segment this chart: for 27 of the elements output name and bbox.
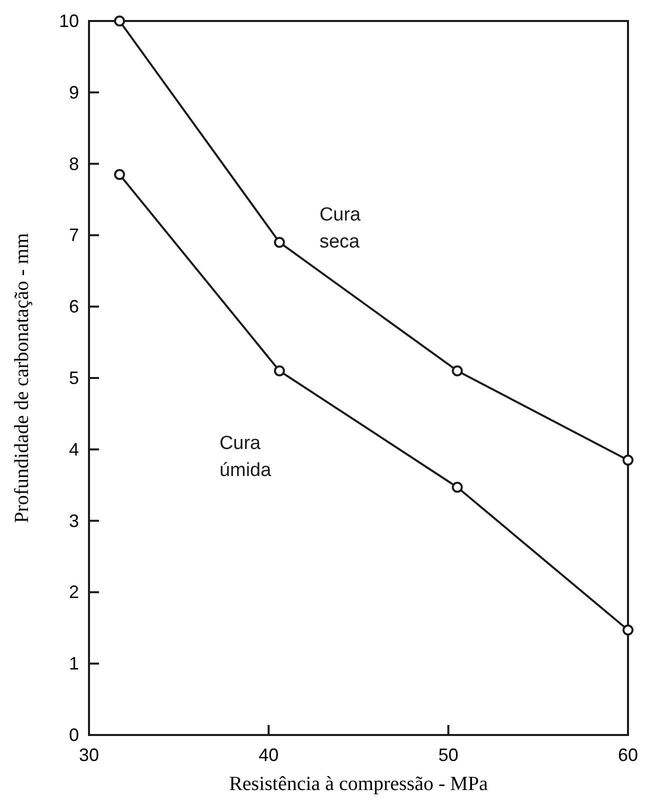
- x-axis-title: Resistência à compressão - MPa: [229, 773, 488, 795]
- y-tick-label: 5: [68, 368, 79, 388]
- series-label: Cura seca: [319, 204, 362, 252]
- point: [274, 236, 285, 248]
- y-tick-label: 1: [68, 654, 79, 674]
- point: [452, 482, 463, 493]
- x-tick-label: 60: [618, 745, 638, 765]
- y-tick-label: 10: [58, 11, 79, 31]
- x-tick-label: 50: [438, 745, 458, 765]
- y-tick-label: 7: [68, 225, 79, 246]
- point: [452, 365, 463, 376]
- point: [114, 16, 126, 26]
- x-tick-label: 40: [258, 745, 279, 765]
- y-tick-label: 0: [68, 725, 79, 745]
- point: [622, 624, 634, 636]
- y-tick-label: 2: [68, 582, 79, 602]
- point: [274, 365, 285, 376]
- y-tick-label: 8: [68, 154, 79, 174]
- y-axis-title: Profundidade de carbonatação - mm: [11, 232, 33, 523]
- point: [622, 454, 634, 466]
- y-tick-label: 9: [68, 82, 79, 102]
- point: [114, 169, 126, 180]
- text: Cura úmida: [219, 432, 272, 481]
- y-tick-label: 4: [68, 439, 79, 460]
- y-tick-label: 3: [68, 510, 79, 531]
- y-tick-label: 6: [68, 296, 79, 317]
- x-tick-label: 30: [78, 745, 100, 765]
